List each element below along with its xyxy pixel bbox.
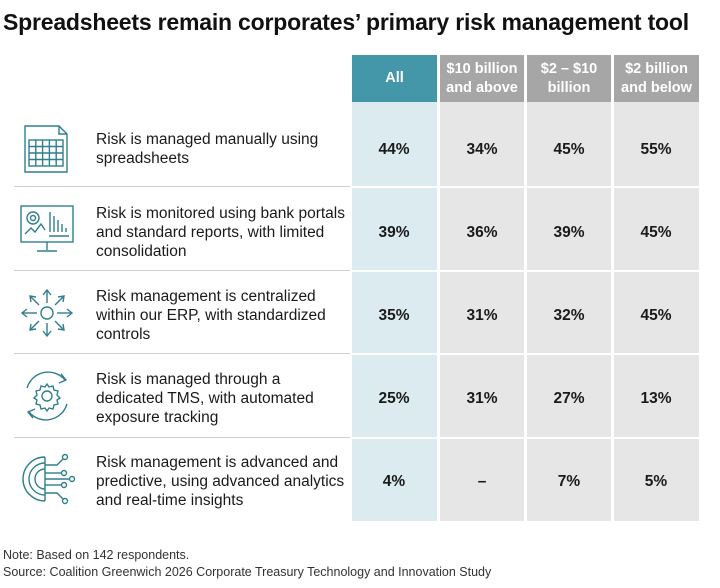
column-small-background bbox=[614, 55, 699, 521]
row-label: Risk management is centralized within ou… bbox=[96, 288, 326, 343]
cell-value: 5% bbox=[644, 473, 668, 490]
cell-divider bbox=[527, 186, 611, 188]
column-header-2b-below-label: $2 billion and below bbox=[621, 60, 692, 96]
cell-value: 45% bbox=[553, 141, 585, 158]
cell-value: 36% bbox=[466, 224, 498, 241]
column-mid-background bbox=[527, 55, 611, 521]
circuit-brain-icon bbox=[22, 453, 76, 505]
source-note: Source: Coalition Greenwich 2026 Corpora… bbox=[3, 565, 492, 579]
cell-value: 31% bbox=[466, 390, 498, 407]
row-label: Risk is managed manually using spreadshe… bbox=[96, 131, 319, 167]
cell-value: 31% bbox=[466, 307, 498, 324]
cell-divider bbox=[352, 353, 437, 355]
column-header-2b-below: $2 billion and below bbox=[614, 55, 699, 102]
column-large-background bbox=[440, 55, 524, 521]
cell-divider bbox=[440, 353, 524, 355]
row-separator bbox=[14, 186, 350, 187]
column-header-all: All bbox=[352, 55, 437, 102]
cell-divider bbox=[352, 186, 437, 188]
cell-value: 27% bbox=[553, 390, 585, 407]
column-header-2-10b: $2 – $10 billion bbox=[527, 55, 611, 102]
row-label: Risk is monitored using bank portals and… bbox=[96, 205, 345, 260]
cell-value: 55% bbox=[640, 141, 672, 158]
cell-value: – bbox=[477, 473, 487, 490]
column-header-2-10b-label: $2 – $10 billion bbox=[540, 60, 598, 96]
cell-value: 13% bbox=[640, 390, 672, 407]
column-header-all-label: All bbox=[385, 70, 404, 86]
cell-value: 4% bbox=[382, 473, 406, 490]
row-separator bbox=[14, 270, 350, 271]
cell-value: 39% bbox=[553, 224, 585, 241]
spreadsheet-icon bbox=[24, 125, 68, 173]
cell-divider bbox=[614, 437, 699, 439]
centralized-arrows-icon bbox=[20, 288, 74, 338]
cell-value: 25% bbox=[378, 390, 410, 407]
cell-divider bbox=[614, 353, 699, 355]
cell-divider bbox=[527, 270, 611, 272]
column-header-10b-above: $10 billion and above bbox=[440, 55, 524, 102]
chart-title: Spreadsheets remain corporates’ primary … bbox=[3, 9, 689, 35]
cell-value: 34% bbox=[466, 141, 498, 158]
row-separator bbox=[14, 353, 350, 354]
cell-value: 45% bbox=[640, 224, 672, 241]
cell-divider bbox=[352, 270, 437, 272]
gear-cycle-icon bbox=[26, 371, 68, 421]
cell-value: 7% bbox=[557, 473, 581, 490]
column-header-10b-above-label: $10 billion and above bbox=[446, 60, 518, 96]
cell-divider bbox=[440, 270, 524, 272]
cell-divider bbox=[614, 270, 699, 272]
row-label: Risk is managed through a dedicated TMS,… bbox=[96, 371, 314, 426]
footnote: Note: Based on 142 respondents. bbox=[3, 548, 190, 562]
column-all-background bbox=[352, 55, 437, 521]
cell-divider bbox=[440, 437, 524, 439]
monitor-dashboard-icon bbox=[20, 205, 74, 252]
cell-divider bbox=[440, 186, 524, 188]
cell-value: 32% bbox=[553, 307, 585, 324]
cell-value: 35% bbox=[378, 307, 410, 324]
cell-divider bbox=[527, 353, 611, 355]
cell-divider bbox=[352, 437, 437, 439]
cell-value: 45% bbox=[640, 307, 672, 324]
row-label: Risk management is advanced and predicti… bbox=[96, 454, 345, 509]
cell-value: 39% bbox=[378, 224, 410, 241]
cell-value: 44% bbox=[378, 141, 410, 158]
cell-divider bbox=[527, 437, 611, 439]
row-separator bbox=[14, 437, 350, 438]
cell-divider bbox=[614, 186, 699, 188]
